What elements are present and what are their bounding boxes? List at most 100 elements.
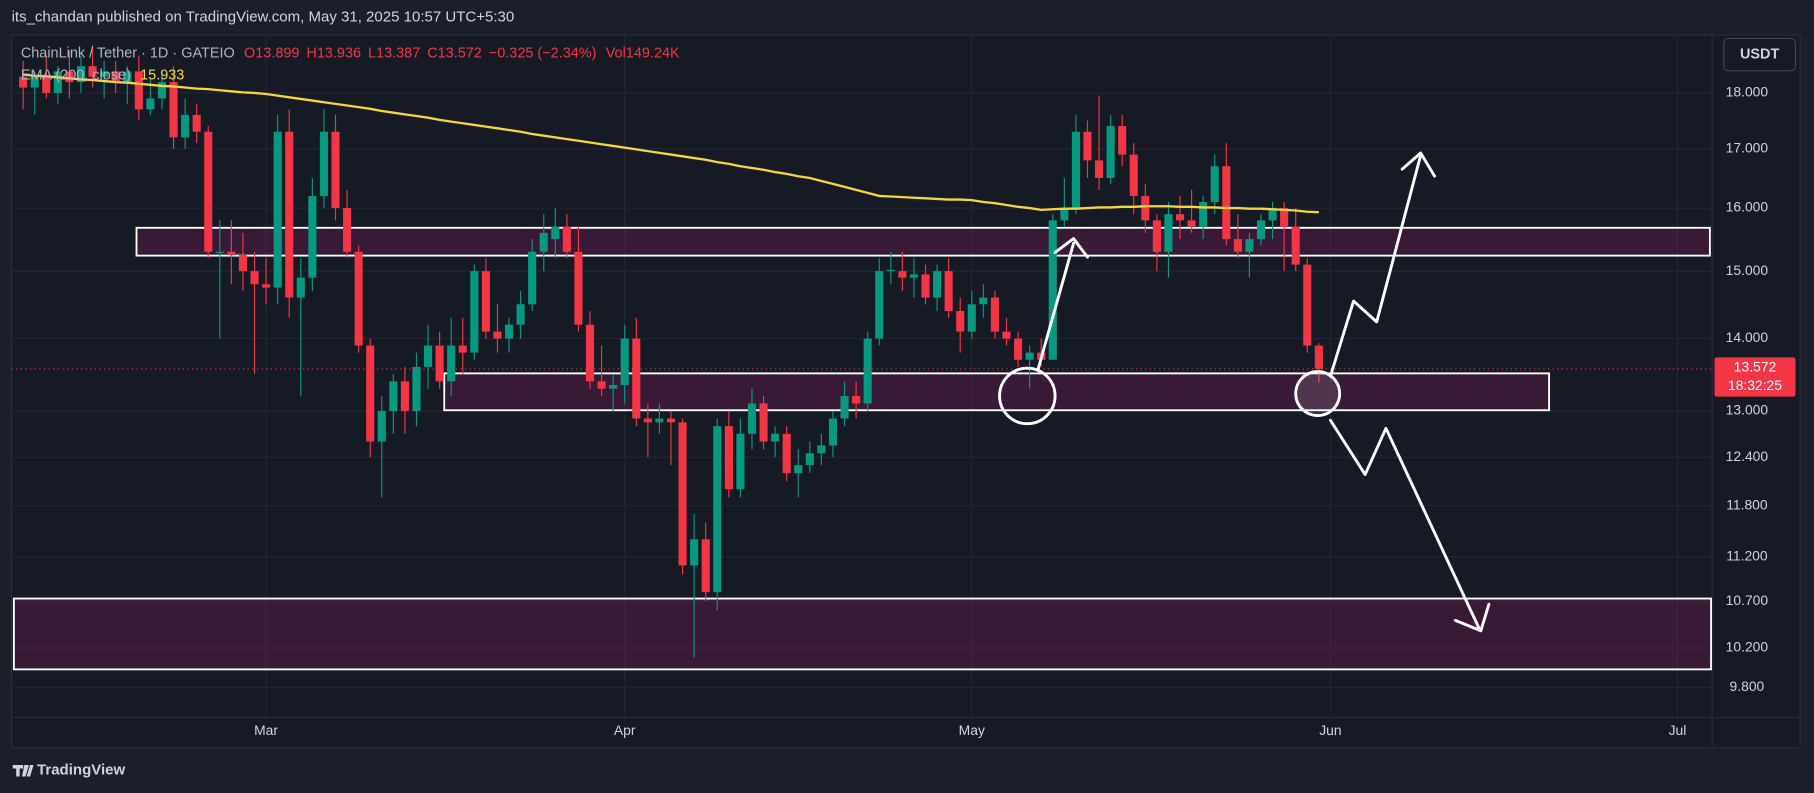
legend-high: H13.936 bbox=[306, 45, 361, 61]
candle-body bbox=[944, 271, 953, 312]
candle-body bbox=[840, 396, 849, 419]
legend-change: −0.325 (−2.34%) bbox=[489, 45, 597, 61]
y-tick-label: 13.000 bbox=[1726, 402, 1769, 418]
candle-body bbox=[771, 433, 780, 442]
candle-body bbox=[354, 251, 363, 346]
candle-body bbox=[585, 324, 595, 382]
candle-body bbox=[470, 271, 479, 353]
candle-body bbox=[713, 426, 722, 593]
legend-open: O13.899 bbox=[244, 45, 299, 61]
candle-body bbox=[481, 271, 490, 332]
candle-body bbox=[1256, 220, 1266, 240]
candle-body bbox=[1094, 160, 1104, 178]
candle-body bbox=[678, 422, 687, 566]
candle-body bbox=[1141, 195, 1150, 221]
y-tick-label: 16.000 bbox=[1726, 199, 1769, 215]
candle-body bbox=[458, 345, 467, 353]
candle-body bbox=[1118, 126, 1127, 155]
candle-body bbox=[666, 418, 676, 423]
symbol: ChainLink / Tether · 1D · GATEIO bbox=[21, 45, 235, 61]
candle-body bbox=[562, 226, 571, 252]
candle-body bbox=[1314, 345, 1323, 369]
candle-body bbox=[1303, 264, 1312, 346]
price-tag-countdown: 18:32:25 bbox=[1728, 377, 1782, 393]
currency-button[interactable] bbox=[1723, 37, 1797, 72]
candle-body bbox=[956, 311, 965, 332]
zone bbox=[135, 226, 1711, 257]
y-tick-label: 11.800 bbox=[1726, 496, 1768, 512]
brand: TradingView bbox=[37, 762, 125, 779]
candle-body bbox=[19, 76, 28, 88]
candle-body bbox=[65, 71, 74, 83]
candle-body bbox=[1187, 220, 1196, 227]
candle-body bbox=[412, 366, 421, 411]
candle-body bbox=[1233, 239, 1242, 252]
candle-body bbox=[1164, 214, 1173, 252]
x-tick-label: Mar bbox=[254, 722, 278, 738]
candle-body bbox=[1222, 166, 1231, 240]
candle-body bbox=[134, 71, 143, 110]
candle-body bbox=[331, 131, 340, 209]
brand-logo bbox=[12, 764, 34, 777]
candle-body bbox=[909, 274, 918, 278]
candle-body bbox=[423, 345, 433, 367]
candle-body bbox=[747, 403, 757, 434]
candle-body bbox=[898, 271, 907, 278]
price-tag bbox=[1714, 357, 1796, 397]
x-tick-label: May bbox=[959, 722, 985, 738]
candle-body bbox=[1129, 154, 1138, 196]
candle-body bbox=[262, 284, 271, 288]
candle-body bbox=[1048, 220, 1057, 360]
candle-body bbox=[1245, 239, 1254, 252]
y-tick-label: 10.700 bbox=[1726, 592, 1769, 608]
candle-body bbox=[828, 418, 838, 446]
candle-body bbox=[1071, 131, 1080, 209]
candle-body bbox=[1002, 331, 1011, 339]
candle-body bbox=[447, 345, 456, 382]
indicator-legend: EMA (200, close) 15.933 bbox=[21, 67, 185, 83]
y-tick-label: 10.200 bbox=[1726, 639, 1769, 655]
candle-body bbox=[111, 71, 120, 83]
candle-body bbox=[759, 403, 768, 442]
legend-volume: Vol149.24K bbox=[606, 45, 680, 61]
ema-line bbox=[23, 73, 1319, 214]
candle-body bbox=[76, 66, 86, 83]
candle-body bbox=[181, 114, 190, 138]
x-tick-label: Jun bbox=[1319, 722, 1341, 738]
indicator-name: EMA (200, close) bbox=[21, 67, 131, 83]
zone bbox=[12, 597, 1712, 671]
candle-body bbox=[42, 76, 51, 93]
annotation-circle bbox=[1294, 370, 1342, 418]
candle-body bbox=[1106, 126, 1115, 178]
x-tick-label: Jul bbox=[1669, 722, 1687, 738]
candle-body bbox=[100, 71, 109, 77]
candle-body bbox=[238, 254, 247, 272]
annotation-arrow bbox=[1328, 153, 1423, 378]
price-tag-value: 13.572 bbox=[1734, 358, 1777, 374]
overlay bbox=[11, 73, 1713, 633]
candle-body bbox=[1060, 208, 1069, 221]
candle-body bbox=[782, 433, 791, 474]
candle-body bbox=[30, 76, 39, 88]
candle-body bbox=[319, 131, 328, 196]
zones bbox=[12, 226, 1712, 671]
legend-low: L13.387 bbox=[368, 45, 420, 61]
y-tick-label: 12.400 bbox=[1726, 448, 1769, 464]
x-tick-label: Apr bbox=[614, 722, 636, 738]
candle-body bbox=[852, 396, 861, 404]
candle-body bbox=[1268, 208, 1277, 221]
candle-body bbox=[146, 98, 155, 110]
candle-body bbox=[1199, 201, 1208, 227]
candle-body bbox=[539, 232, 548, 252]
candle-body bbox=[308, 195, 317, 278]
chart-panel bbox=[10, 34, 1801, 749]
candle-body bbox=[886, 269, 895, 272]
candle-body bbox=[528, 251, 537, 305]
candle-body bbox=[1014, 338, 1023, 360]
candle-body bbox=[169, 82, 178, 138]
legend-line: ChainLink / Tether · 1D · GATEIO O13.899 H… bbox=[21, 45, 680, 61]
currency-label[interactable]: USDT bbox=[1740, 46, 1780, 62]
candle-body bbox=[701, 539, 710, 593]
candle-body bbox=[504, 324, 514, 339]
